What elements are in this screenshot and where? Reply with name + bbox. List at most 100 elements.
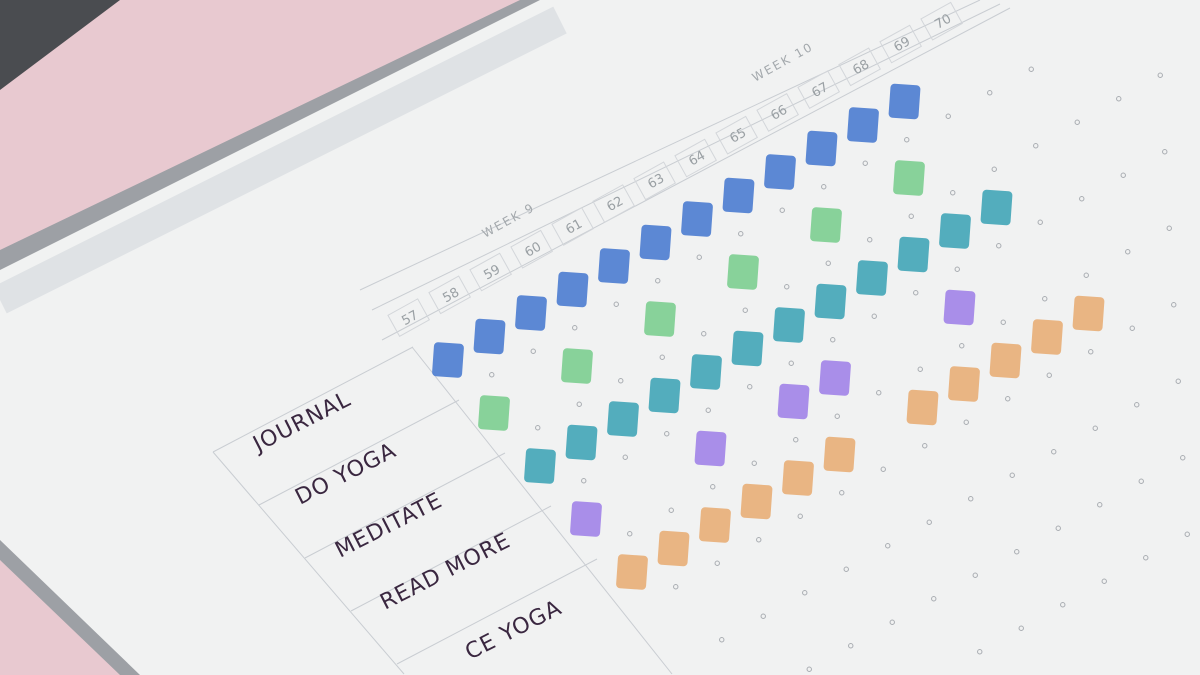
habit-mark [888, 83, 921, 120]
day-cell [633, 161, 677, 201]
grid-dot [885, 543, 891, 549]
grid-dot [673, 584, 679, 590]
habit-mark [1072, 295, 1105, 332]
grid-dot [1092, 425, 1098, 431]
grid-dot [1009, 472, 1015, 478]
grid-dot [1120, 172, 1126, 178]
row-line [258, 399, 460, 506]
day-cell [428, 275, 472, 315]
grid-dot [871, 313, 877, 319]
grid-dot [1088, 349, 1094, 355]
habit-mark [897, 236, 930, 273]
day-cell [879, 24, 923, 64]
day-cell [838, 47, 882, 87]
habit-mark [639, 224, 672, 261]
grid-dot [1101, 578, 1107, 584]
grid-dot [618, 378, 624, 384]
header-line [371, 3, 1001, 311]
grid-dot [622, 454, 628, 460]
row-line [212, 346, 414, 453]
grid-dot [655, 278, 661, 284]
habit-mark [565, 424, 598, 461]
habit-mark [648, 377, 681, 414]
habit-mark [607, 401, 639, 437]
day-cell [920, 1, 964, 41]
habit-mark [731, 330, 764, 367]
grid-dot [572, 325, 578, 331]
grid-dot [1051, 449, 1057, 455]
habit-mark [1031, 319, 1063, 355]
habit-mark [657, 530, 690, 567]
grid-dot [1042, 296, 1048, 302]
grid-dot [793, 437, 799, 443]
grid-dot [959, 343, 965, 349]
grid-dot [1166, 225, 1172, 231]
habit-mark [814, 283, 847, 320]
grid-dot [668, 507, 674, 513]
grid-dot [1046, 372, 1052, 378]
day-cell [756, 92, 800, 132]
grid-dot [1180, 455, 1186, 461]
habit-mark [515, 295, 547, 331]
day-number: 65 [727, 125, 749, 146]
habit-mark [694, 430, 727, 467]
grid-dot [747, 384, 753, 390]
day-cell [715, 115, 759, 155]
habit-mark [948, 366, 980, 402]
tracker-grid [212, 0, 1011, 675]
grid-dot [926, 519, 932, 525]
day-cell [592, 184, 636, 224]
habit-mark [989, 342, 1022, 379]
habit-mark [690, 354, 722, 390]
grid-dot [779, 207, 785, 213]
grid-dot [821, 184, 827, 190]
grid-dot [954, 266, 960, 272]
habit-mark [598, 248, 630, 284]
habit-mark [699, 507, 731, 543]
grid-dot [834, 413, 840, 419]
header-line [381, 7, 1011, 341]
grid-dot [1116, 96, 1122, 102]
day-number: 69 [891, 34, 913, 55]
grid-dot [1162, 149, 1168, 155]
grid-dot [1000, 319, 1006, 325]
grid-dot [991, 166, 997, 172]
grid-dot [1138, 478, 1144, 484]
day-cell [387, 298, 431, 338]
habit-mark [740, 483, 773, 520]
habit-mark [939, 213, 971, 249]
grid-dot [797, 513, 803, 519]
day-number: 64 [686, 148, 708, 169]
habit-mark [616, 554, 648, 590]
habit-marks [432, 83, 1105, 590]
page-gutter-shadow [0, 6, 567, 314]
habit-mark [906, 389, 939, 426]
grid-dot [784, 284, 790, 290]
grid-dot [1171, 302, 1177, 308]
grid-dot [1074, 119, 1080, 125]
grid-dot [627, 531, 633, 537]
grid-dot [701, 331, 707, 337]
grid-dot [535, 425, 541, 431]
habit-mark [478, 395, 510, 431]
grid-dot [1055, 525, 1061, 531]
grid-dot [756, 537, 762, 543]
grid-dot [1060, 602, 1066, 608]
habit-mark [823, 436, 856, 473]
grid-dot [1129, 325, 1135, 331]
day-number: 62 [604, 194, 626, 215]
grid-dot [1134, 402, 1140, 408]
day-number: 57 [399, 308, 421, 329]
grid-dot [751, 460, 757, 466]
habit-mark [473, 318, 506, 355]
grid-dot [1037, 219, 1043, 225]
grid-dot [576, 401, 582, 407]
grid-dot [664, 431, 670, 437]
grid-dot [950, 190, 956, 196]
habit-mark [810, 207, 842, 243]
grid-dot [659, 354, 665, 360]
grid-dot [867, 237, 873, 243]
habit-mark [819, 360, 851, 396]
grid-dot [963, 419, 969, 425]
